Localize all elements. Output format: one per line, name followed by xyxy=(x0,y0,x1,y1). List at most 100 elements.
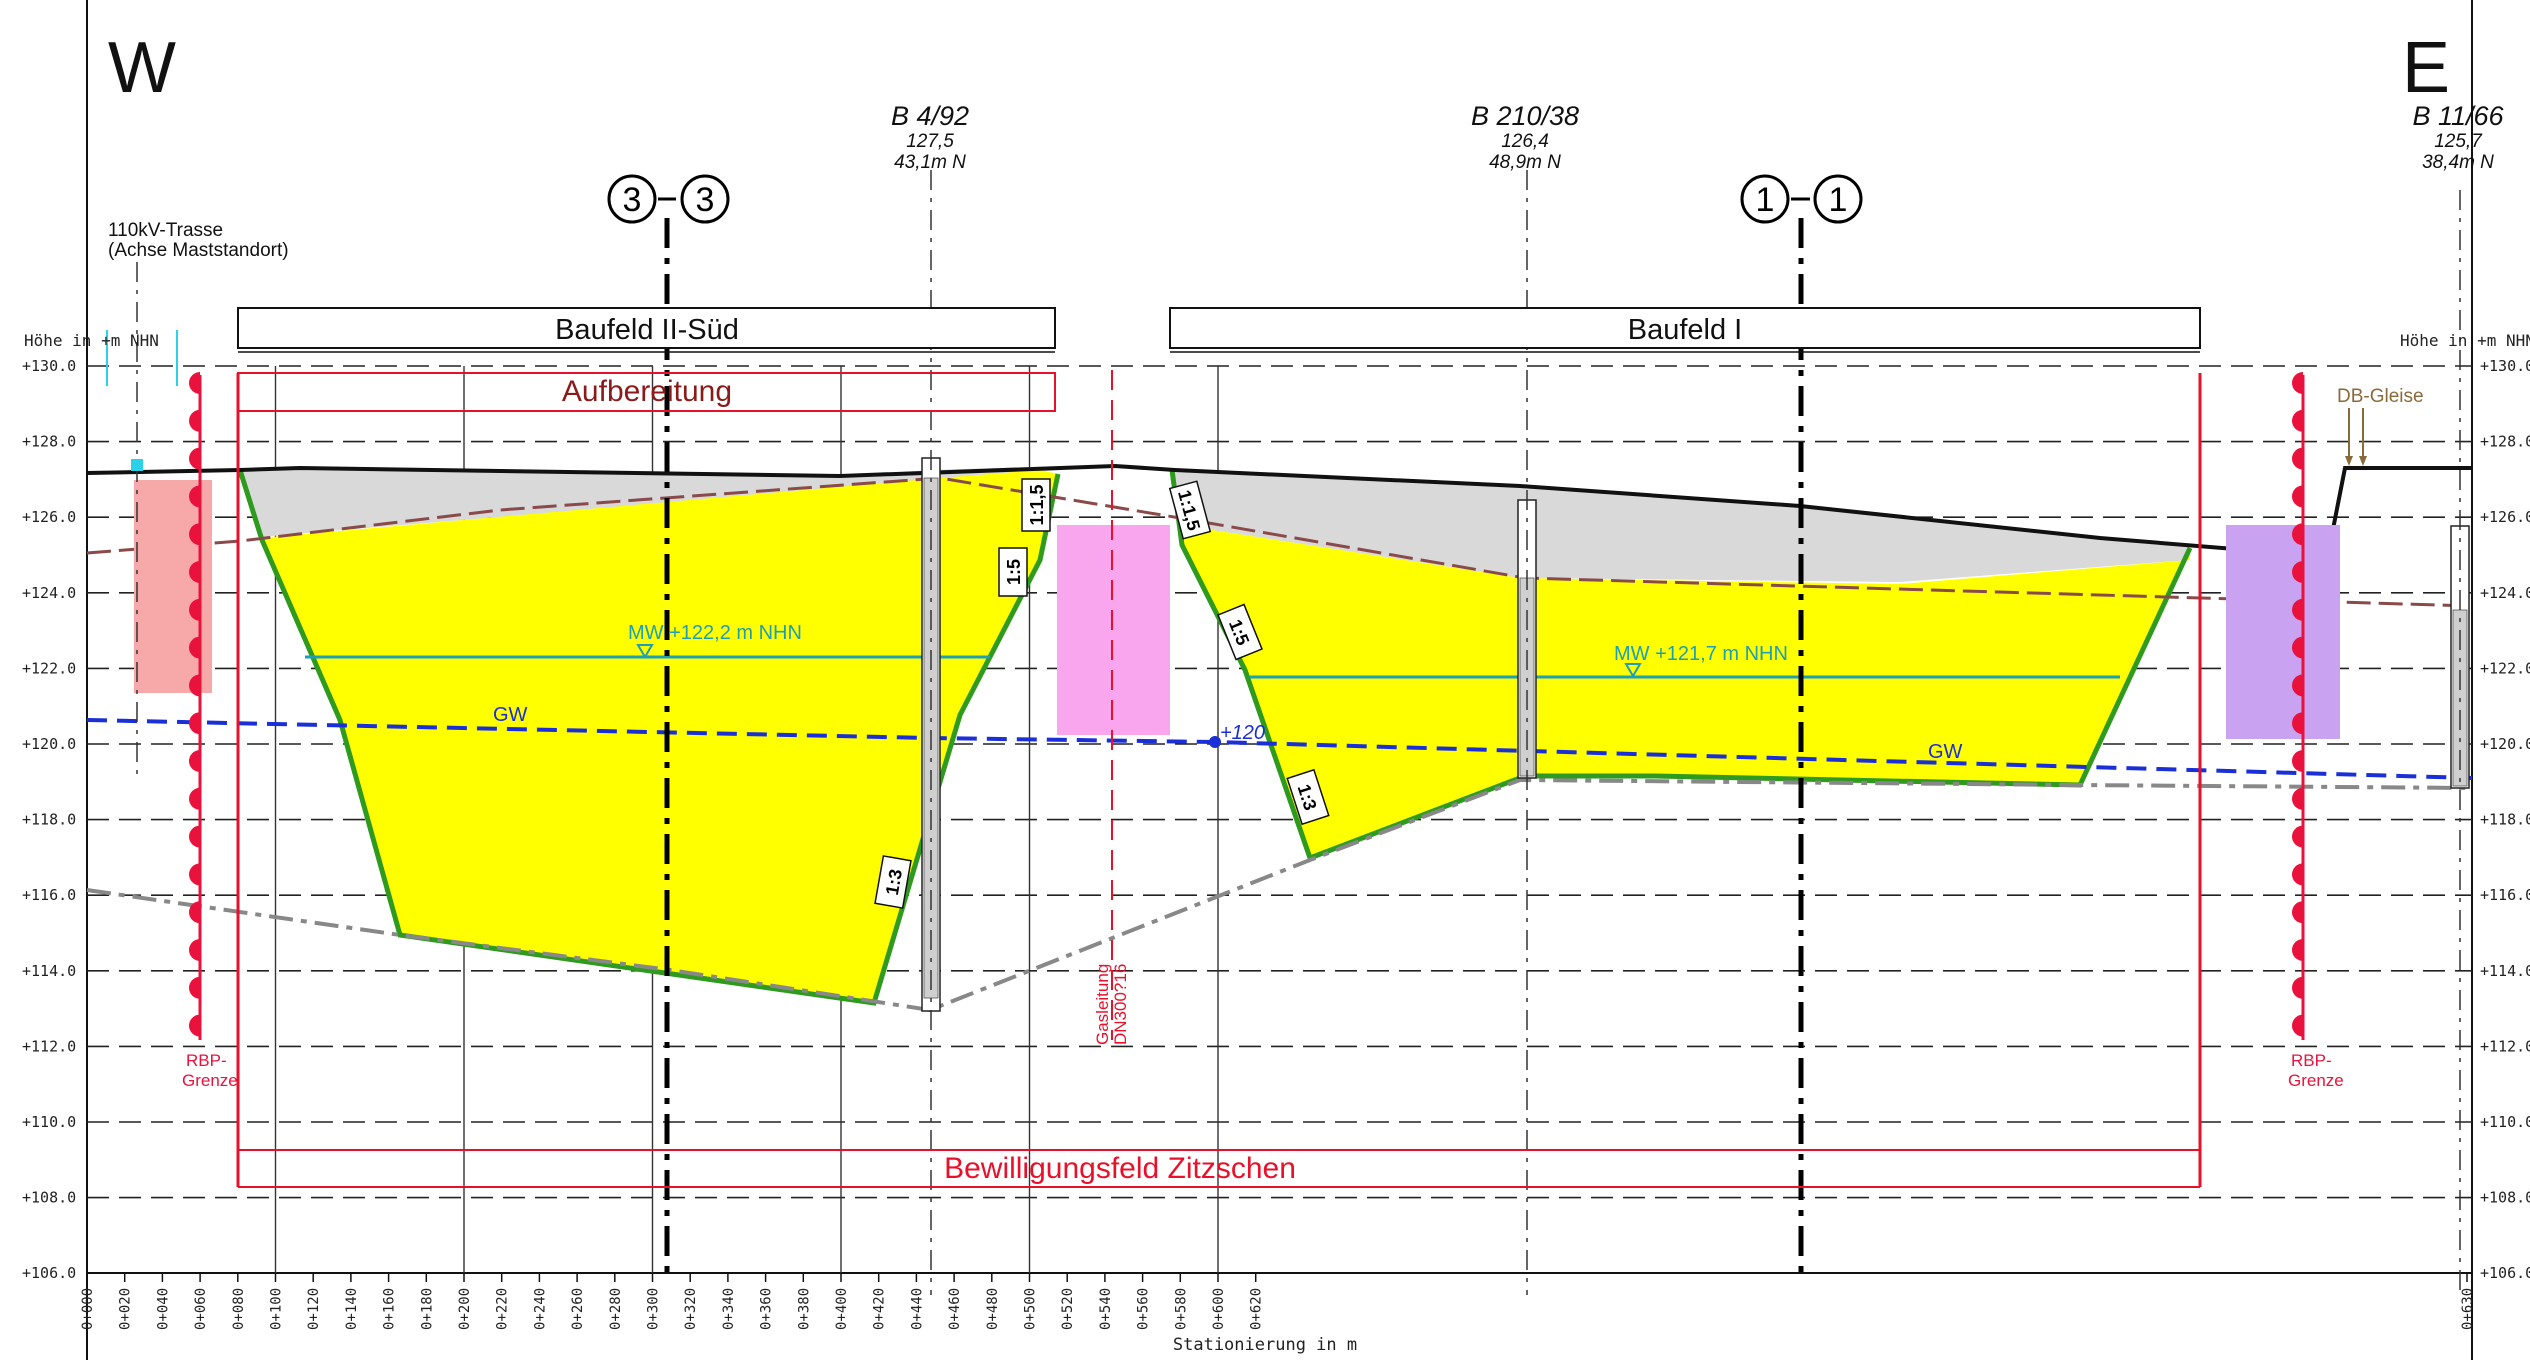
x-tick-label: 0+260 xyxy=(570,1288,586,1330)
excavation-fill-left xyxy=(240,470,1058,1003)
power-line-label-2: (Achse Maststandort) xyxy=(108,240,289,261)
rbp-marker xyxy=(2292,372,2303,394)
slope-label-5: 1:5 xyxy=(1217,603,1263,661)
y-tick-label-right: +130.0 xyxy=(2480,357,2530,375)
svg-text:126,4: 126,4 xyxy=(1501,131,1549,152)
aufbereitung-label: Aufbereitung xyxy=(562,375,732,408)
power-line-label-1: 110kV-Trasse xyxy=(108,220,223,241)
y-tick-label-left: +126.0 xyxy=(22,508,76,526)
x-tick-label: 0+060 xyxy=(193,1288,209,1330)
x-tick-label: 0+460 xyxy=(947,1288,963,1330)
x-tick-label: 0+630 xyxy=(2460,1288,2476,1330)
rbp-marker xyxy=(189,409,200,432)
y-tick-label-right: +126.0 xyxy=(2480,508,2530,526)
x-tick-label: 0+420 xyxy=(872,1288,888,1330)
rbp-marker xyxy=(2292,750,2303,772)
x-axis-title: Stationierung in m xyxy=(1173,1335,1357,1355)
slope-label-4: 1:1,5 xyxy=(1168,480,1212,540)
svg-text:48,9m N: 48,9m N xyxy=(1489,152,1561,173)
rbp-marker xyxy=(189,561,200,583)
svg-text:1:1,5: 1:1,5 xyxy=(1027,484,1047,525)
gas-line1: Gasleitung xyxy=(1093,964,1112,1045)
svg-text:38,4m N: 38,4m N xyxy=(2422,152,2494,173)
y-tick-label-left: +118.0 xyxy=(22,811,76,829)
y-tick-label-right: +114.0 xyxy=(2480,962,2530,980)
y-tick-label-right: +118.0 xyxy=(2480,811,2530,829)
rbp-marker xyxy=(189,1014,200,1037)
borehole-label-b1166: B 11/66 125,7 38,4m N xyxy=(2412,101,2504,173)
rbp-marker xyxy=(2292,636,2303,659)
y-tick-label-left: +108.0 xyxy=(22,1189,76,1207)
slope-line-right xyxy=(1169,469,2193,862)
direction-west: W xyxy=(108,28,176,108)
x-tick-label: 0+160 xyxy=(382,1288,398,1330)
y-tick-label-right: +110.0 xyxy=(2480,1113,2530,1131)
rbp-marker xyxy=(2292,523,2303,546)
rbp-marker xyxy=(189,598,200,621)
x-tick-label: 0+120 xyxy=(306,1288,322,1330)
svg-text:B 210/38: B 210/38 xyxy=(1471,101,1579,131)
y-tick-label-left: +128.0 xyxy=(22,433,76,451)
y-tick-label-left: +114.0 xyxy=(22,962,76,980)
rbp-marker xyxy=(2292,825,2303,848)
x-tick-label: 0+180 xyxy=(419,1288,435,1330)
rbp-marker xyxy=(189,674,200,697)
x-tick-label: 0+040 xyxy=(155,1288,171,1330)
slope-label-1: 1:1,5 xyxy=(1021,478,1051,532)
x-tick-label: 0+080 xyxy=(231,1288,247,1330)
x-tick-label: 0+600 xyxy=(1211,1288,1227,1330)
x-tick-label: 0+020 xyxy=(118,1288,134,1330)
rbp-boundary-right-markers xyxy=(2292,372,2303,1037)
x-tick-label: 0+340 xyxy=(721,1288,737,1330)
svg-text:B 11/66: B 11/66 xyxy=(2412,101,2504,131)
rbp-marker xyxy=(2292,863,2303,886)
svg-text:43,1m N: 43,1m N xyxy=(894,152,966,173)
rbp-marker xyxy=(2292,901,2303,924)
section-marker-3-3: 3 3 xyxy=(607,174,730,224)
x-tick-label: 0+240 xyxy=(532,1288,548,1330)
baufeld-1-label: Baufeld I xyxy=(1628,314,1742,346)
power-line-marker xyxy=(131,459,143,471)
rbp-marker xyxy=(189,636,200,659)
rbp-marker xyxy=(2292,561,2303,583)
x-tick-label: 0+280 xyxy=(608,1288,624,1330)
y-tick-label-left: +124.0 xyxy=(22,584,76,602)
groundwater-level-label: +120 xyxy=(1220,722,1265,744)
x-tick-label: 0+560 xyxy=(1136,1288,1152,1330)
rbp-left-line1: RBP- xyxy=(186,1051,227,1070)
rbp-boundary-left-markers xyxy=(189,372,200,1037)
mean-water-marker-right xyxy=(1624,663,1642,678)
section-3-a: 3 xyxy=(623,181,642,219)
y-tick-label-right: +128.0 xyxy=(2480,433,2530,451)
rbp-marker xyxy=(2292,1014,2303,1037)
slope-label-6: 1:3 xyxy=(1286,768,1330,826)
rbp-marker xyxy=(2292,712,2303,735)
gas-line2: DN300?16 xyxy=(1111,964,1130,1045)
rbp-marker xyxy=(189,863,200,886)
svg-text:1:3: 1:3 xyxy=(882,868,906,897)
y-tick-labels-left: +130.0 +128.0 +126.0 +124.0 +122.0 +120.0 +118… xyxy=(22,357,76,1282)
rbp-marker xyxy=(189,901,200,924)
x-tick-label: 0+220 xyxy=(495,1288,511,1330)
rbp-marker xyxy=(2292,976,2303,999)
slope-label-3: 1:3 xyxy=(874,855,912,909)
rbp-marker xyxy=(189,787,200,810)
groundwater-line xyxy=(86,718,2473,780)
rbp-marker xyxy=(189,750,200,772)
pink-block xyxy=(1057,525,1170,735)
y-tick-label-right: +124.0 xyxy=(2480,584,2530,602)
y-tick-label-right: +116.0 xyxy=(2480,886,2530,904)
x-tick-label: 0+440 xyxy=(909,1288,925,1330)
groundwater-point xyxy=(1209,736,1221,748)
x-tick-label: 0+100 xyxy=(269,1288,285,1330)
y-tick-label-right: +120.0 xyxy=(2480,735,2530,753)
y-tick-label-left: +110.0 xyxy=(22,1113,76,1131)
rbp-marker xyxy=(2292,674,2303,697)
rbp-marker xyxy=(2292,598,2303,621)
bewilligungsfeld-label: Bewilligungsfeld Zitzschen xyxy=(944,1152,1296,1185)
y-tick-label-left: +112.0 xyxy=(22,1037,76,1055)
svg-text:1:5: 1:5 xyxy=(1004,559,1024,585)
x-tick-label: 0+400 xyxy=(834,1288,850,1330)
x-tick-label: 0+520 xyxy=(1060,1288,1076,1330)
mean-water-label-left: MW +122,2 m NHN xyxy=(628,622,802,644)
